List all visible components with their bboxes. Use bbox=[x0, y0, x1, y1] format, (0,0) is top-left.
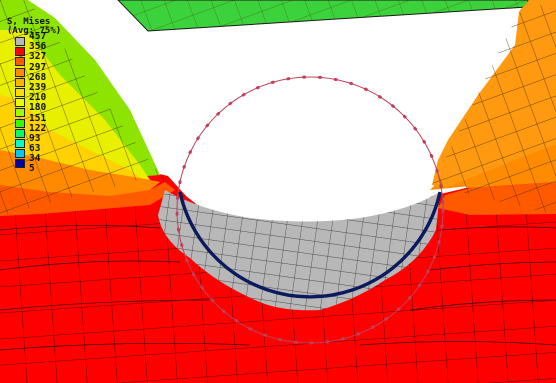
legend-swatch bbox=[15, 159, 25, 169]
target-circle bbox=[175, 75, 445, 345]
legend-level: 268 bbox=[7, 72, 87, 87]
legend-value: 356 bbox=[29, 41, 47, 53]
legend-swatch bbox=[15, 87, 25, 97]
legend-value: 327 bbox=[29, 51, 47, 63]
legend-value: 239 bbox=[29, 81, 47, 93]
legend-value: 122 bbox=[29, 122, 47, 134]
legend-level: 297 bbox=[7, 62, 87, 77]
legend-value: 5 bbox=[29, 163, 35, 175]
legend-level: 63 bbox=[7, 144, 87, 159]
legend-level: 327 bbox=[7, 52, 87, 67]
legend-swatch bbox=[15, 98, 25, 108]
indenter-outline bbox=[178, 191, 442, 299]
stress-legend: S, Mises (Avg: 75%) 457 356 327 297 268 239 21… bbox=[7, 18, 87, 179]
legend-swatch bbox=[15, 57, 25, 67]
legend-value: 180 bbox=[29, 102, 47, 114]
legend-swatch bbox=[15, 67, 25, 77]
legend-level: 93 bbox=[7, 133, 87, 148]
legend-swatch bbox=[15, 128, 25, 138]
legend-swatch bbox=[15, 37, 25, 46]
legend-level: 457 bbox=[7, 32, 87, 46]
legend-value: 151 bbox=[29, 112, 47, 124]
upper-part bbox=[117, 0, 529, 32]
mesh-lines bbox=[0, 225, 556, 351]
right-tooth-contours bbox=[430, 0, 556, 215]
legend-level: 151 bbox=[7, 113, 87, 128]
legend-averaging: (Avg: 75%) bbox=[7, 26, 62, 36]
contact-zone bbox=[158, 190, 440, 311]
legend-level: 356 bbox=[7, 42, 87, 57]
legend-swatch bbox=[15, 138, 25, 148]
legend-swatch bbox=[15, 118, 25, 128]
legend-value: 34 bbox=[29, 153, 41, 165]
legend-swatch bbox=[15, 77, 25, 87]
legend-level: 210 bbox=[7, 93, 87, 108]
legend-value: 210 bbox=[29, 92, 47, 104]
legend-swatch bbox=[15, 108, 25, 118]
legend-value: 268 bbox=[29, 71, 47, 83]
legend-level: 122 bbox=[7, 123, 87, 138]
legend-level: 239 bbox=[7, 82, 87, 97]
legend-title: S, Mises bbox=[7, 17, 51, 27]
legend-value: 93 bbox=[29, 132, 41, 144]
left-tooth-contours bbox=[0, 0, 175, 216]
legend-value: 457 bbox=[29, 31, 47, 42]
legend-level: 180 bbox=[7, 103, 87, 118]
legend-level: 5 bbox=[7, 159, 87, 178]
legend-swatch bbox=[15, 47, 25, 57]
legend-swatch bbox=[15, 149, 25, 159]
legend-scale: 457 356 327 297 268 239 210 180 151 122 93 63 34 5 bbox=[7, 32, 87, 179]
legend-value: 63 bbox=[29, 143, 41, 155]
legend-value: 297 bbox=[29, 61, 47, 73]
